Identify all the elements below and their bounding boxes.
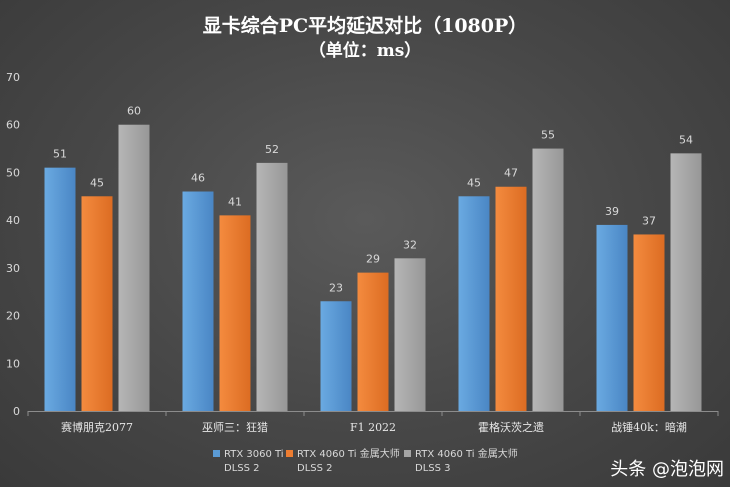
data-label: 41 [228, 195, 242, 208]
legend-swatch [286, 450, 293, 457]
data-label: 23 [329, 281, 343, 294]
legend: RTX 3060 Ti DLSS 2 RTX 4060 Ti 金属大师 DLSS 2 R… [213, 447, 518, 474]
data-label: 51 [53, 148, 67, 161]
bar [256, 162, 288, 411]
data-label: 45 [467, 176, 481, 189]
data-label: 29 [366, 253, 380, 266]
y-tick-label: 20 [6, 310, 20, 323]
y-tick-label: 0 [13, 405, 20, 418]
data-label: 45 [90, 176, 104, 189]
y-tick-label: 10 [6, 357, 20, 370]
category-label: 巫师三：狂猎 [202, 420, 268, 434]
bar [219, 215, 251, 411]
category-label: F1 2022 [350, 421, 396, 434]
data-label: 55 [541, 129, 555, 142]
bar [633, 234, 665, 411]
bar [357, 272, 389, 411]
y-tick-label: 50 [6, 166, 20, 179]
data-label: 47 [504, 167, 518, 180]
y-axis: 0 10 20 30 40 50 60 70 [6, 71, 20, 418]
chart-subtitle: （单位：ms） [309, 40, 422, 61]
legend-label: RTX 3060 Ti DLSS 2 [224, 449, 284, 474]
legend-swatch [213, 450, 220, 457]
data-label: 39 [605, 205, 619, 218]
bar [495, 186, 527, 411]
category-label: 霍格沃茨之遗 [478, 420, 544, 434]
bar [596, 224, 628, 411]
bar [118, 124, 150, 411]
bar [44, 167, 76, 411]
data-label: 54 [679, 133, 693, 146]
y-tick-label: 40 [6, 214, 20, 227]
y-tick-label: 30 [6, 262, 20, 275]
category-label: 赛博朋克2077 [61, 420, 133, 434]
bar [532, 148, 564, 412]
y-tick-label: 70 [6, 71, 20, 84]
bar [81, 196, 113, 411]
bar [394, 258, 426, 411]
data-label: 60 [127, 105, 141, 118]
legend-label: RTX 4060 Ti 金属大师 DLSS 2 [297, 447, 400, 474]
data-label: 37 [642, 214, 656, 227]
legend-swatch [404, 450, 411, 457]
data-label: 32 [403, 238, 417, 251]
bar [458, 196, 490, 411]
bar [320, 301, 352, 411]
chart-title: 显卡综合PC平均延迟对比（1080P） [203, 14, 528, 37]
watermark: 头条 @泡泡网 [610, 459, 724, 480]
data-label: 52 [265, 143, 279, 156]
bar [670, 153, 702, 412]
data-label: 46 [191, 172, 205, 185]
category-label: 战锤40k：暗潮 [611, 420, 687, 434]
legend-label: RTX 4060 Ti 金属大师 DLSS 3 [415, 447, 518, 474]
x-axis: 赛博朋克2077 巫师三：狂猎 F1 2022 霍格沃茨之遗 战锤40k：暗潮 [27, 411, 719, 434]
bars: 51 45 60 46 41 52 23 29 32 45 47 55 39 37 54 [44, 105, 702, 412]
y-tick-label: 60 [6, 119, 20, 132]
bar [182, 191, 214, 411]
